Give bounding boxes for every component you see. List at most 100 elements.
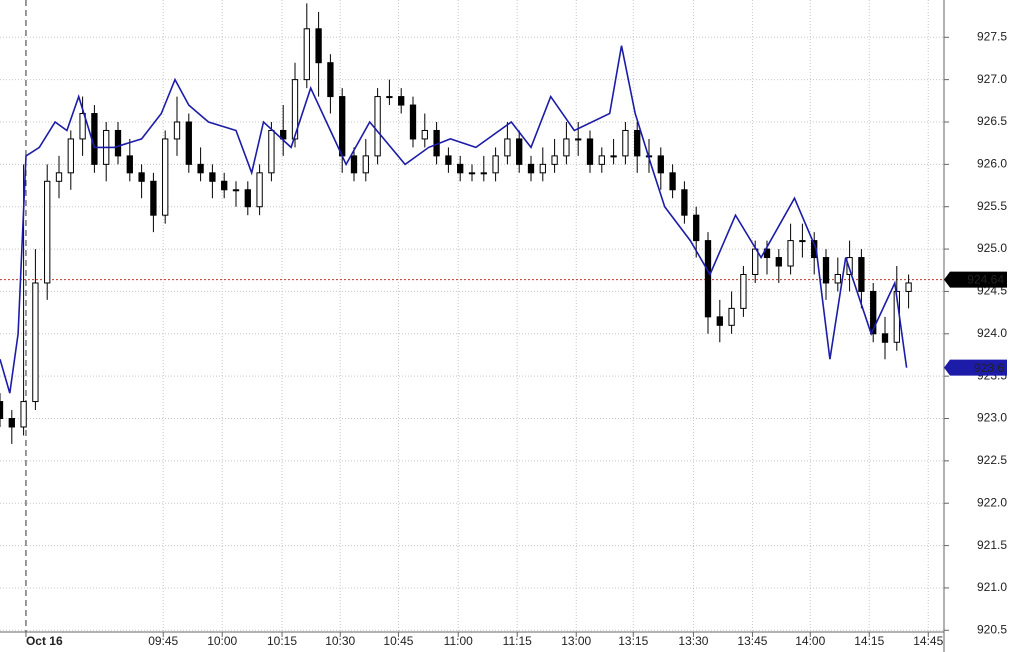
y-tick-label: 922.5: [977, 453, 1007, 467]
y-tick-label: 927.0: [977, 72, 1007, 86]
x-tick-label: 13:30: [678, 634, 708, 648]
candle-body: [598, 155, 605, 165]
y-tick-label: 925.5: [977, 199, 1007, 213]
candle-body: [516, 138, 523, 165]
candle-body: [173, 121, 181, 140]
x-tick-label: 11:00: [444, 634, 473, 648]
price-marker-label: 924.64: [967, 273, 1004, 287]
candle-body: [185, 121, 192, 165]
candle-body: [291, 79, 299, 140]
candle-body: [846, 257, 853, 275]
x-tick-label: 13:45: [737, 634, 767, 648]
candle-body: [315, 28, 322, 64]
candle-body: [563, 138, 570, 157]
price-marker: [944, 359, 1007, 376]
candle-body: [586, 138, 594, 165]
candle-body: [858, 257, 865, 292]
x-tick-label: 10:15: [267, 634, 297, 648]
candle-body: [114, 129, 122, 157]
y-tick-label: 921.5: [977, 538, 1007, 552]
candle-body: [362, 155, 369, 174]
candle-body: [716, 316, 723, 326]
candle-body: [256, 172, 263, 208]
x-tick-label: 14:00: [795, 634, 825, 648]
candles: [0, 3, 912, 444]
candle-body: [138, 172, 145, 182]
candle-body: [339, 96, 346, 157]
candle-body: [386, 96, 393, 99]
candle-body: [693, 214, 700, 242]
candle-body: [374, 96, 381, 157]
candle-body: [881, 333, 889, 343]
candle-body: [0, 401, 4, 420]
candle-body: [622, 129, 629, 157]
x-tick-label: 13:15: [618, 634, 648, 648]
candle-body: [551, 155, 558, 165]
candle-body: [681, 189, 688, 216]
candle-body: [468, 172, 476, 175]
y-tick-label: 926.5: [977, 114, 1007, 128]
x-tick-label: 11:15: [503, 634, 532, 648]
candle-body: [799, 240, 806, 243]
candle-body: [327, 62, 334, 98]
candle-body: [350, 155, 358, 174]
candle-body: [669, 172, 676, 191]
candle-body: [280, 129, 287, 140]
candle-body: [67, 138, 74, 174]
y-tick-label: 924.0: [977, 326, 1007, 340]
x-tick-label: 10:45: [383, 634, 413, 648]
y-tick-label: 923.0: [977, 411, 1007, 425]
candle-body: [8, 418, 15, 428]
x-tick-label: 10:30: [325, 634, 355, 648]
x-tick-label: Oct 16: [26, 634, 63, 648]
candle-body: [539, 163, 546, 174]
price-marker: [944, 271, 1007, 288]
candle-body: [162, 138, 169, 216]
y-tick-label: 926.0: [977, 157, 1007, 171]
candle-body: [197, 163, 204, 174]
candle-body: [575, 138, 582, 141]
candle-body: [32, 282, 39, 403]
candle-body: [834, 273, 841, 284]
candle-body: [232, 189, 240, 192]
candle-body: [610, 155, 617, 158]
candle-body: [209, 172, 216, 182]
candle-body: [421, 129, 428, 140]
candle-body: [634, 129, 641, 157]
candle-body: [303, 28, 310, 81]
y-tick-label: 927.5: [977, 29, 1007, 43]
candle-body: [268, 129, 275, 174]
x-tick-label: 09:45: [148, 634, 178, 648]
candle-body: [55, 172, 63, 182]
y-tick-label: 920.5: [977, 622, 1007, 636]
price-marker-label: 923.6: [974, 361, 1004, 375]
y-tick-label: 925.0: [977, 241, 1007, 255]
candle-body: [221, 180, 228, 191]
candle-body: [445, 155, 452, 165]
candle-body: [740, 273, 747, 309]
y-tick-label: 922.0: [977, 495, 1007, 509]
candle-body: [398, 96, 405, 106]
candle-body: [457, 163, 464, 174]
x-tick-label: 13:00: [561, 634, 591, 648]
candle-body: [752, 248, 759, 275]
candle-body: [20, 401, 27, 428]
price-line: [0, 45, 908, 394]
x-tick-label: 14:45: [913, 634, 943, 648]
candle-body: [775, 257, 782, 267]
x-tick-label: 10:00: [207, 634, 237, 648]
candle-body: [822, 257, 830, 284]
candle-body: [870, 290, 877, 335]
candle-body: [409, 104, 417, 140]
x-tick-label: 14:15: [854, 634, 884, 648]
candle-body: [150, 180, 157, 216]
candle-body: [79, 113, 86, 140]
candle-body: [244, 189, 251, 208]
candle-body: [44, 180, 51, 284]
candle-body: [492, 155, 499, 174]
candle-body: [527, 163, 535, 174]
candle-body: [728, 307, 735, 326]
candle-body: [905, 282, 912, 292]
